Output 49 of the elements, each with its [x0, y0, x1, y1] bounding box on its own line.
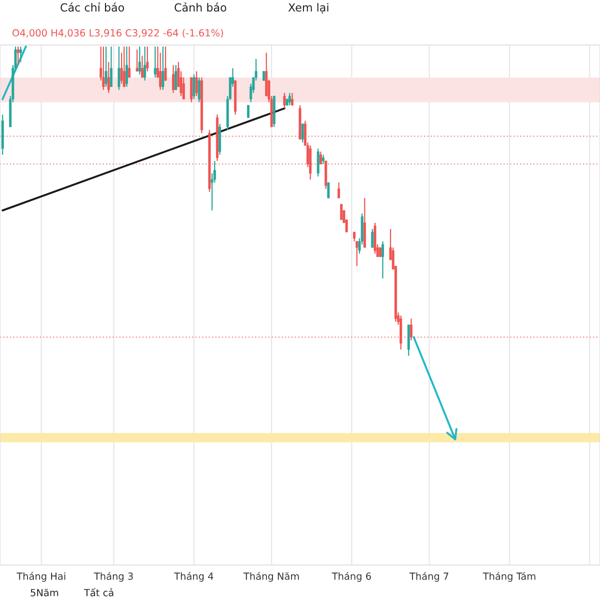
text: Tất cả: [84, 588, 114, 596]
candlestick: [154, 46, 156, 78]
text: 5Năm: [30, 588, 58, 596]
candlestick: [198, 76, 200, 103]
candlestick: [340, 204, 343, 220]
candlestick: [322, 154, 325, 165]
candlestick: [316, 148, 320, 177]
candlestick: [192, 74, 196, 100]
x-tick-label: Tháng Hai: [16, 572, 66, 582]
x-tick-label: Tháng 6: [332, 572, 371, 582]
candlestick: [378, 246, 382, 258]
candlestick: [128, 46, 131, 78]
candlestick: [288, 92, 291, 106]
candlestick: [146, 46, 149, 72]
x-tick-label: Tháng 7: [409, 572, 448, 582]
candlestick: [180, 70, 182, 97]
x-tick-label: Tháng Năm: [243, 572, 299, 582]
candlestick: [371, 228, 374, 248]
candlestick: [136, 49, 138, 72]
x-tick-label: Tháng Tám: [482, 572, 536, 582]
candlestick: [356, 240, 358, 267]
candlestick: [138, 46, 141, 75]
text: O4,000 H4,036 L3,916 C3,922 -64 (-1.61%): [12, 29, 223, 38]
candlestick: [247, 104, 250, 118]
candlestick: [174, 64, 178, 90]
candlestick: [122, 46, 126, 88]
x-tick-label: Tháng 4: [174, 572, 214, 582]
candlestick: [140, 55, 144, 78]
candlestick: [144, 46, 146, 82]
candlestick: [190, 76, 193, 103]
candlestick: [164, 46, 167, 82]
candlestick: [338, 182, 340, 199]
text: Cảnh báo: [174, 2, 226, 12]
candlestick: [283, 92, 286, 109]
candlestick: [327, 182, 330, 199]
candlestick: [118, 46, 120, 90]
candlestick: [319, 151, 322, 165]
text: Các chỉ báo: [60, 2, 124, 12]
candlestick: [382, 240, 384, 279]
candlestick: [162, 46, 164, 90]
candlestick: [125, 46, 128, 88]
candlestick: [410, 318, 412, 341]
candlestick: [172, 64, 175, 94]
candlestick: [301, 123, 304, 143]
text: Xem lại: [288, 3, 328, 14]
candlestick: [290, 92, 294, 106]
candlestick: [262, 70, 266, 82]
x-tick-label: Tháng 3: [94, 572, 133, 582]
candlestick: [195, 70, 198, 97]
